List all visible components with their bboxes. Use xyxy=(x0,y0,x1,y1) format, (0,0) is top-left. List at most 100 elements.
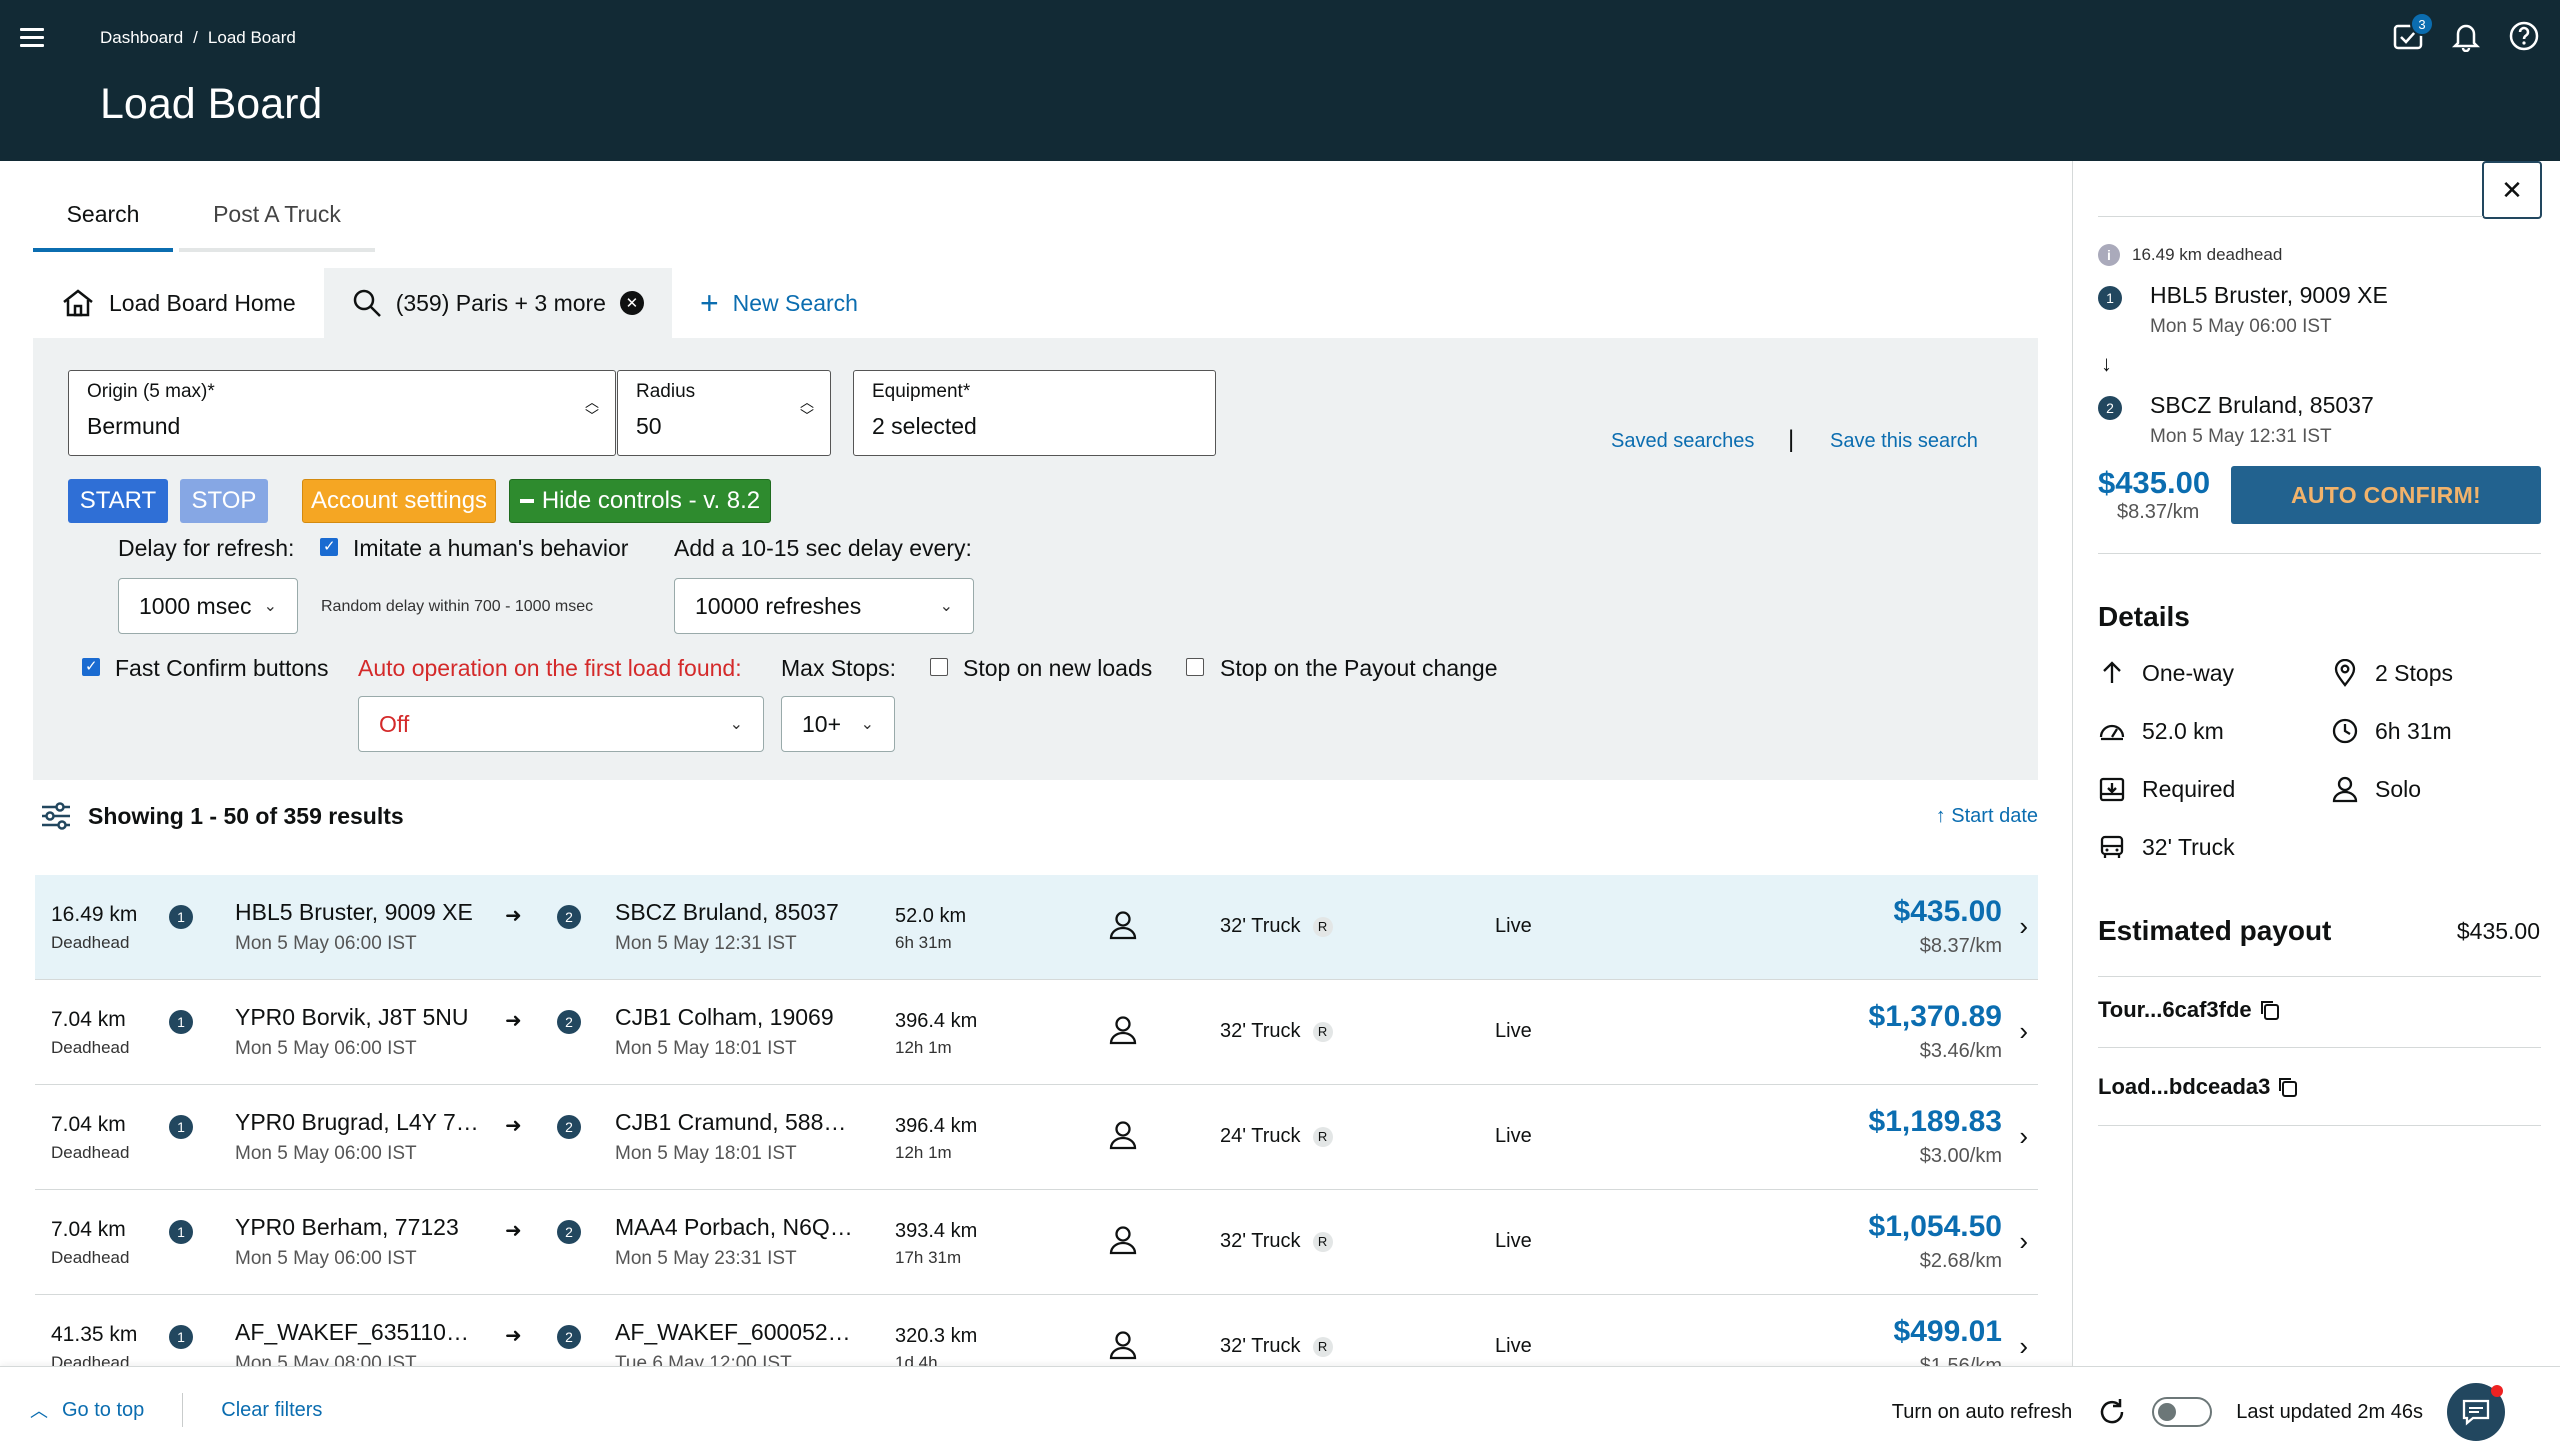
refresh-icon[interactable] xyxy=(2096,1396,2128,1428)
detail-stops-value: 2 Stops xyxy=(2375,659,2453,686)
imitate-checkbox[interactable] xyxy=(320,537,338,556)
row-tag-badge: R xyxy=(1312,1021,1333,1042)
origin-field[interactable]: Origin (5 max)* Bermund ︿ ﹀ xyxy=(68,370,616,456)
row-equipment-value: 32' Truck xyxy=(1220,1335,1301,1357)
active-search-tab[interactable]: (359) Paris + 3 more ✕ xyxy=(323,268,672,338)
row-deadhead-label: Deadhead xyxy=(51,1143,130,1162)
divider xyxy=(2098,553,2541,554)
account-settings-button[interactable]: Account settings xyxy=(302,479,496,523)
row-equipment-value: 32' Truck xyxy=(1220,915,1301,937)
copy-icon[interactable] xyxy=(2258,998,2282,1022)
close-panel-button[interactable]: ✕ xyxy=(2482,161,2542,219)
stop-number-2-icon: 2 xyxy=(557,1115,581,1139)
breadcrumb-dashboard[interactable]: Dashboard xyxy=(100,28,184,47)
tour-id: Tour...6caf3fde xyxy=(2098,997,2282,1023)
detail-required-value: Required xyxy=(2142,775,2236,802)
chat-button[interactable] xyxy=(2447,1383,2505,1441)
main-tabs: Search Post A Truck xyxy=(33,191,375,252)
auto-operation-value: Off xyxy=(379,710,410,737)
chevron-right-icon[interactable]: › xyxy=(2019,911,2028,941)
stop-payout-label: Stop on the Payout change xyxy=(1220,655,1498,681)
row-destination-datetime: Mon 5 May 18:01 IST xyxy=(615,1038,797,1059)
copy-icon[interactable] xyxy=(2276,1075,2300,1099)
panel-deadhead: i 16.49 km deadhead xyxy=(2098,244,2282,266)
arrow-right-icon: ➜ xyxy=(505,1115,522,1137)
row-duration: 12h 1m xyxy=(895,1143,952,1162)
stop-number-2-icon: 2 xyxy=(2098,396,2122,420)
save-search-link[interactable]: Save this search xyxy=(1830,430,1978,452)
estimated-payout-title: Estimated payout xyxy=(2098,915,2332,946)
inbox-icon[interactable]: 3 xyxy=(2392,12,2434,52)
chevron-right-icon[interactable]: › xyxy=(2019,1331,2028,1361)
tab-search[interactable]: Search xyxy=(33,191,173,252)
filter-sliders-icon[interactable] xyxy=(40,801,72,831)
table-row[interactable]: 7.04 km Deadhead 1 YPR0 Berham, 77123 Mon 5 … xyxy=(35,1190,2038,1295)
radius-field[interactable]: Radius 50 ︿ ﹀ xyxy=(617,370,831,456)
random-delay-note: Random delay within 700 - 1000 msec xyxy=(321,598,594,615)
menu-icon[interactable] xyxy=(20,28,44,48)
saved-searches-link[interactable]: Saved searches xyxy=(1611,430,1755,452)
panel-stop2-name: SBCZ Bruland, 85037 xyxy=(2150,392,2374,418)
clear-filters-link[interactable]: Clear filters xyxy=(221,1398,323,1421)
row-origin-datetime: Mon 5 May 06:00 IST xyxy=(235,1143,417,1164)
row-equipment: 32' Truck R xyxy=(1220,1230,1333,1253)
table-row[interactable]: 7.04 km Deadhead 1 YPR0 Borvik, J8T 5NU Mon … xyxy=(35,980,2038,1085)
details-title: Details xyxy=(2098,601,2190,632)
arrow-right-icon: ➜ xyxy=(505,1010,522,1032)
row-duration: 12h 1m xyxy=(895,1038,952,1057)
load-board-home-tab[interactable]: Load Board Home xyxy=(33,268,324,338)
sort-start-date[interactable]: ↑ Start date xyxy=(1936,805,2038,828)
equipment-field[interactable]: Equipment* 2 selected xyxy=(853,370,1216,456)
search-tabs: Load Board Home (359) Paris + 3 more ✕ +… xyxy=(33,268,886,338)
row-deadhead: 7.04 km xyxy=(51,1113,126,1136)
table-row[interactable]: 7.04 km Deadhead 1 YPR0 Brugrad, L4Y 7… Mon … xyxy=(35,1085,2038,1190)
new-search-tab[interactable]: + New Search xyxy=(672,268,886,338)
chevron-down-icon: ⌄ xyxy=(729,716,743,733)
fast-confirm-checkbox[interactable] xyxy=(82,657,100,676)
chevron-down-icon: ⌄ xyxy=(860,716,874,733)
chevron-right-icon[interactable]: › xyxy=(2019,1016,2028,1046)
stop-number-1-icon: 1 xyxy=(169,905,193,929)
auto-confirm-button[interactable]: AUTO CONFIRM! xyxy=(2231,466,2541,524)
add-delay-select[interactable]: 10000 refreshes ⌄ xyxy=(674,578,974,634)
tab-post-a-truck[interactable]: Post A Truck xyxy=(179,191,375,252)
row-deadhead: 41.35 km xyxy=(51,1323,138,1346)
auto-operation-select[interactable]: Off ⌄ xyxy=(358,696,764,752)
divider xyxy=(2098,216,2483,217)
row-live: Live xyxy=(1495,915,1532,937)
stop-button[interactable]: STOP xyxy=(180,479,268,523)
stop-payout-checkbox[interactable] xyxy=(1186,658,1204,676)
stop-new-loads-checkbox[interactable] xyxy=(930,658,948,676)
max-stops-select[interactable]: 10+ ⌄ xyxy=(781,696,895,752)
hide-controls-button[interactable]: Hide controls - v. 8.2 xyxy=(509,479,771,523)
help-icon[interactable] xyxy=(2508,20,2540,52)
sort-label: Start date xyxy=(1951,805,2038,827)
go-to-top-link[interactable]: Go to top xyxy=(62,1398,145,1421)
bell-icon[interactable] xyxy=(2450,20,2482,53)
panel-stop1-datetime: Mon 5 May 06:00 IST xyxy=(2150,316,2332,337)
row-equipment: 32' Truck R xyxy=(1220,1020,1333,1043)
close-search-icon[interactable]: ✕ xyxy=(619,291,644,315)
chevron-right-icon[interactable]: › xyxy=(2019,1226,2028,1256)
stop-new-loads-label: Stop on new loads xyxy=(963,655,1153,681)
load-list: 16.49 km Deadhead 1 HBL5 Bruster, 9009 XE Mo… xyxy=(35,875,2038,1400)
load-id-value: Load...bdceada3 xyxy=(2098,1074,2271,1099)
panel-stop1-name: HBL5 Bruster, 9009 XE xyxy=(2150,282,2388,308)
row-destination: SBCZ Bruland, 85037 xyxy=(615,899,839,925)
arrow-right-icon: ➜ xyxy=(505,1220,522,1242)
divider xyxy=(2098,1047,2541,1048)
delay-label: Delay for refresh: xyxy=(118,535,295,561)
row-destination-datetime: Mon 5 May 23:31 IST xyxy=(615,1248,797,1269)
chevron-right-icon[interactable]: › xyxy=(2019,1121,2028,1151)
start-button[interactable]: START xyxy=(68,479,168,523)
row-equipment-value: 24' Truck xyxy=(1220,1125,1301,1147)
auto-refresh-toggle[interactable] xyxy=(2152,1397,2213,1427)
row-destination: CJB1 Colham, 19069 xyxy=(615,1004,834,1030)
delay-select[interactable]: 1000 msec ⌄ xyxy=(118,578,298,634)
table-row[interactable]: 16.49 km Deadhead 1 HBL5 Bruster, 9009 XE Mo… xyxy=(35,875,2038,980)
row-tag-badge: R xyxy=(1312,916,1333,937)
row-live: Live xyxy=(1495,1230,1532,1252)
row-origin: AF_WAKEF_635110… xyxy=(235,1319,469,1345)
search-controls: Origin (5 max)* Bermund ︿ ﹀ Radius 50 ︿ ﹀ … xyxy=(33,338,2038,780)
detail-duration-value: 6h 31m xyxy=(2375,717,2452,744)
